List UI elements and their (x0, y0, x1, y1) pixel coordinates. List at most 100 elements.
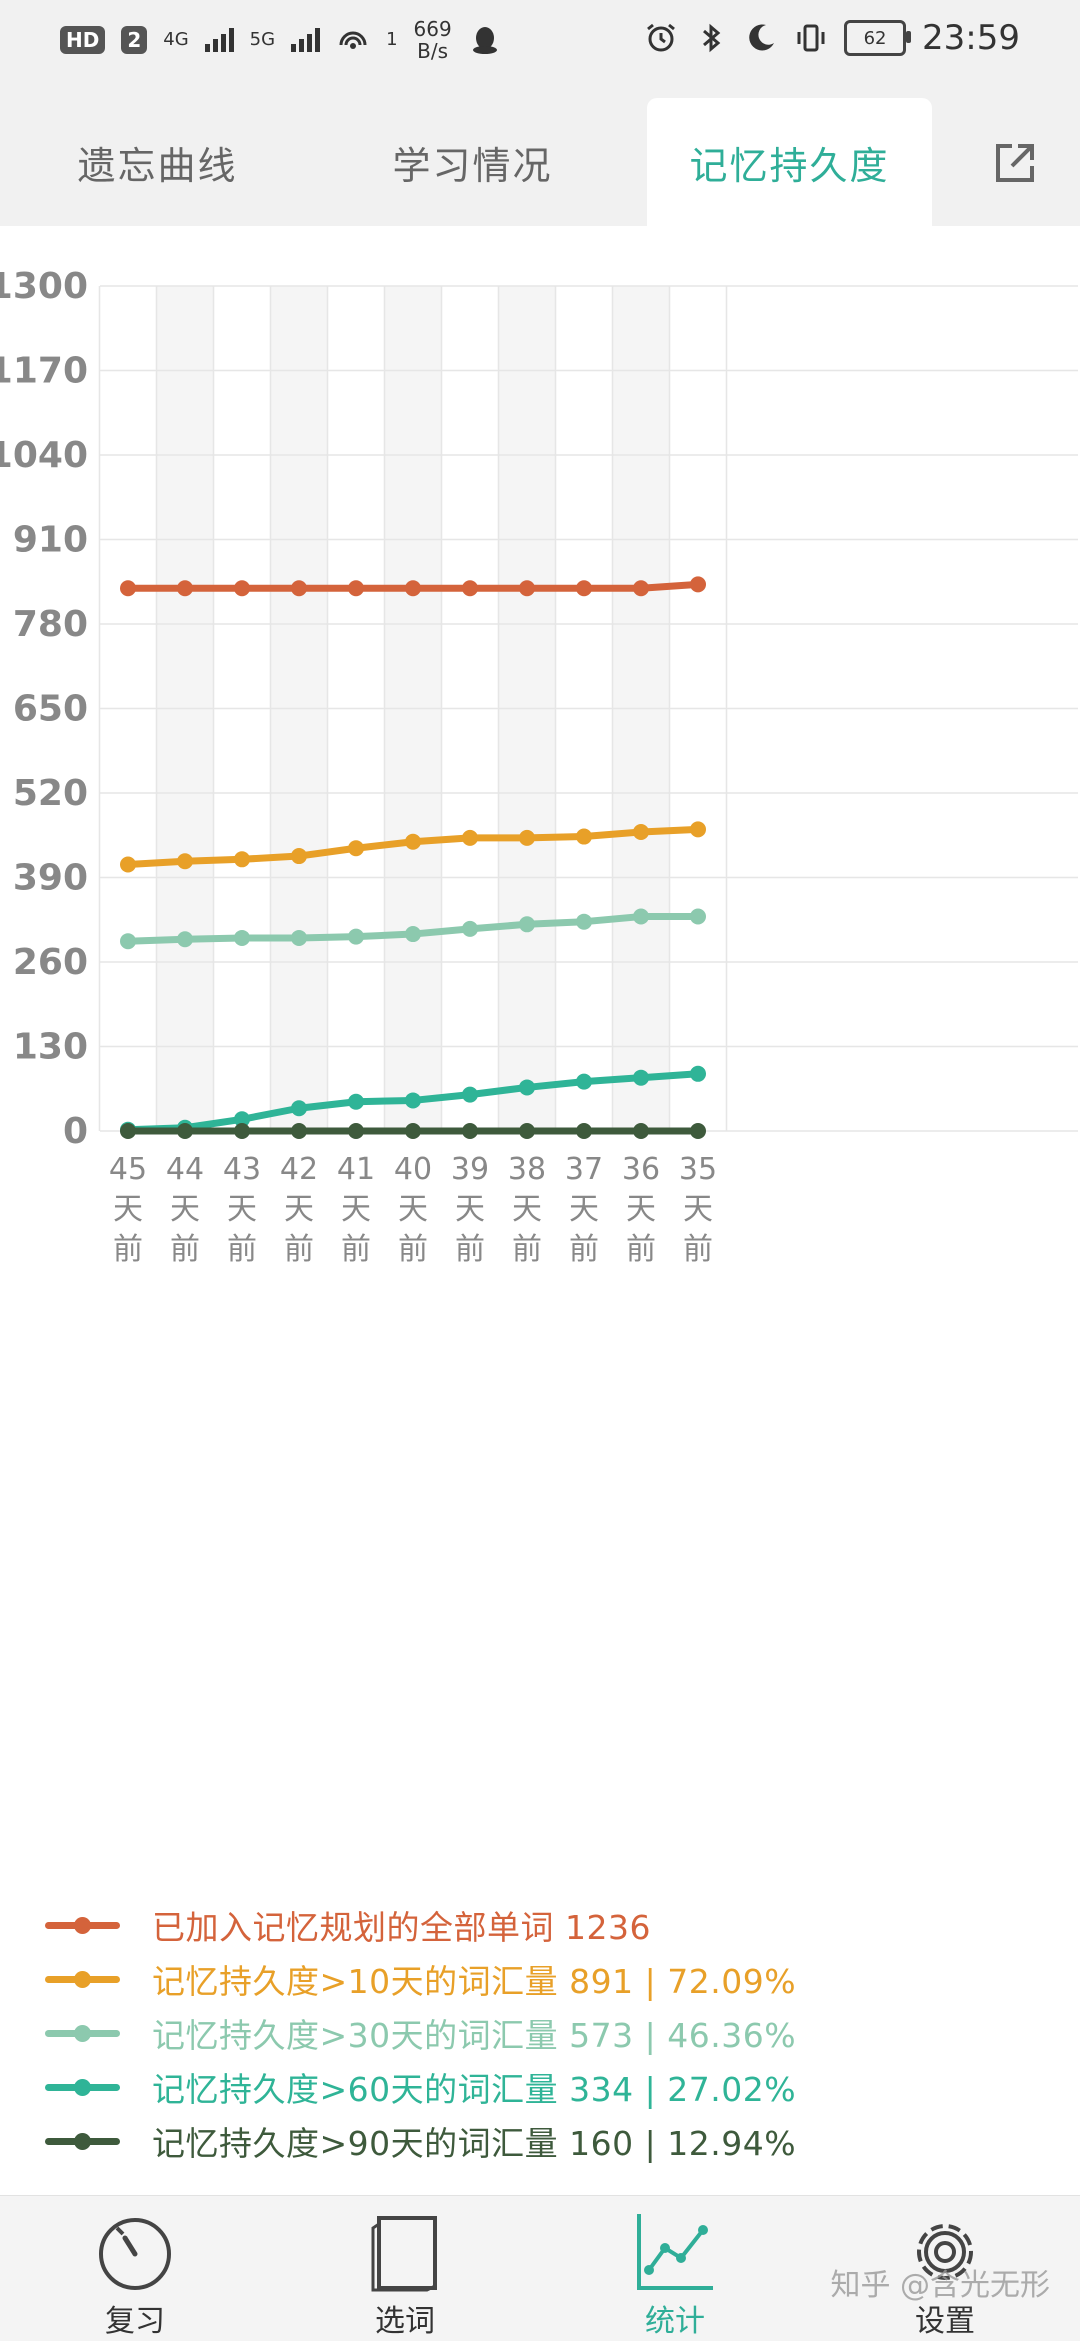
legend-swatch (45, 1900, 120, 1950)
data-point (177, 853, 193, 870)
data-point (348, 1093, 364, 1110)
nav-statistics-label: 统计 (645, 2304, 705, 2339)
hd-badge: HD (60, 26, 106, 54)
data-point (120, 580, 136, 597)
data-point (348, 928, 364, 945)
data-point (462, 920, 478, 937)
clock: 23:59 (922, 18, 1020, 58)
timer-icon (99, 2218, 171, 2290)
speed-value: 669 (413, 17, 452, 41)
data-point (576, 828, 592, 845)
legend-swatch (45, 2008, 120, 2058)
x-tick-label: 44 天前 (166, 1152, 204, 1267)
x-tick-label: 39 天前 (451, 1152, 489, 1267)
data-point (633, 580, 649, 597)
share-icon[interactable] (990, 138, 1040, 188)
data-point (519, 1079, 535, 1096)
x-tick-label: 43 天前 (223, 1152, 261, 1267)
data-point (462, 580, 478, 597)
data-point (234, 929, 250, 946)
book-icon (371, 2216, 437, 2292)
nav-settings[interactable]: 设置 (845, 2196, 1045, 2341)
bottom-nav: 复习 选词 统计 设置 (0, 2195, 1080, 2341)
legend-item: 记忆持久度>60天的词汇量 334 | 27.02% (45, 2062, 796, 2112)
y-tick-label: 1170 (0, 351, 88, 392)
data-point (633, 1069, 649, 1086)
nav-review[interactable]: 复习 (35, 2196, 235, 2341)
nav-select-words[interactable]: 选词 (305, 2196, 505, 2341)
speed-unit: B/s (417, 39, 449, 63)
nav-statistics[interactable]: 统计 (575, 2196, 775, 2341)
data-point (120, 1123, 136, 1139)
nav-review-label: 复习 (105, 2304, 165, 2339)
x-tick-label: 45 天前 (109, 1152, 147, 1267)
sim-badge: 2 (121, 26, 148, 54)
battery-level: 62 (863, 27, 887, 49)
data-point (291, 1100, 307, 1117)
legend-item: 记忆持久度>10天的词汇量 891 | 72.09% (45, 1954, 796, 2004)
data-point (519, 580, 535, 597)
x-tick-label: 36 天前 (622, 1152, 660, 1267)
signal-icon (204, 28, 234, 52)
moon-icon (749, 24, 775, 51)
data-point (576, 1123, 592, 1139)
gear-icon (917, 2224, 973, 2280)
network-type-1: 4G (163, 29, 189, 50)
legend-dot (74, 1917, 91, 1934)
qq-icon (472, 27, 497, 54)
y-tick-label: 520 (13, 773, 88, 814)
data-point (405, 1123, 421, 1139)
data-point (576, 913, 592, 930)
tab-forgetting-curve[interactable]: 遗忘曲线 (77, 143, 238, 188)
x-tick-label: 40 天前 (394, 1152, 432, 1267)
data-point (633, 824, 649, 840)
data-point (120, 933, 136, 950)
data-point (405, 833, 421, 850)
data-point (690, 821, 706, 838)
status-bar: HD 2 4G 5G 1 669 B/s (0, 0, 1080, 88)
legend-label: 记忆持久度>60天的词汇量 334 | 27.02% (152, 2070, 797, 2109)
tab-bar: 遗忘曲线 学习情况 记忆持久度 (0, 88, 1080, 226)
bluetooth-icon (703, 23, 721, 53)
hotspot-icon (339, 31, 367, 49)
data-point (405, 580, 421, 597)
data-point (519, 916, 535, 933)
legend-dot (74, 1971, 91, 1988)
data-point (348, 1123, 364, 1139)
data-point (291, 929, 307, 946)
data-point (519, 829, 535, 846)
battery-icon: 62 (844, 20, 912, 56)
tab-memory-durability[interactable]: 记忆持久度 (647, 98, 932, 226)
y-tick-label: 0 (63, 1111, 88, 1152)
legend-label: 记忆持久度>10天的词汇量 891 | 72.09% (152, 1962, 797, 2001)
data-point (633, 908, 649, 925)
data-point (348, 840, 364, 857)
data-point (291, 580, 307, 597)
data-point (519, 1123, 535, 1139)
nav-select-words-label: 选词 (375, 2304, 435, 2339)
hotspot-count: 1 (386, 29, 398, 50)
data-point (690, 1123, 706, 1139)
vibrate-icon (797, 24, 825, 52)
legend-label: 记忆持久度>90天的词汇量 160 | 12.94% (152, 2124, 797, 2163)
tab-learning-status[interactable]: 学习情况 (392, 143, 553, 188)
legend-label: 记忆持久度>30天的词汇量 573 | 46.36% (152, 2016, 797, 2055)
alarm-icon (647, 23, 675, 52)
chart-icon (637, 2214, 713, 2290)
y-tick-label: 780 (13, 604, 88, 645)
legend-swatch (45, 2062, 120, 2112)
legend-dot (74, 2079, 91, 2096)
x-tick-label: 42 天前 (280, 1152, 318, 1267)
x-tick-label: 41 天前 (337, 1152, 375, 1267)
y-tick-label: 1300 (0, 266, 88, 307)
data-point (633, 1123, 649, 1139)
legend-item: 记忆持久度>30天的词汇量 573 | 46.36% (45, 2008, 796, 2058)
x-tick-label: 38 天前 (508, 1152, 546, 1267)
x-tick-label: 35 天前 (679, 1152, 717, 1267)
legend-label: 已加入记忆规划的全部单词 1236 (152, 1908, 651, 1947)
nav-settings-label: 设置 (915, 2304, 975, 2339)
data-point (120, 856, 136, 873)
legend-item: 记忆持久度>90天的词汇量 160 | 12.94% (45, 2116, 796, 2166)
data-point (234, 1123, 250, 1139)
